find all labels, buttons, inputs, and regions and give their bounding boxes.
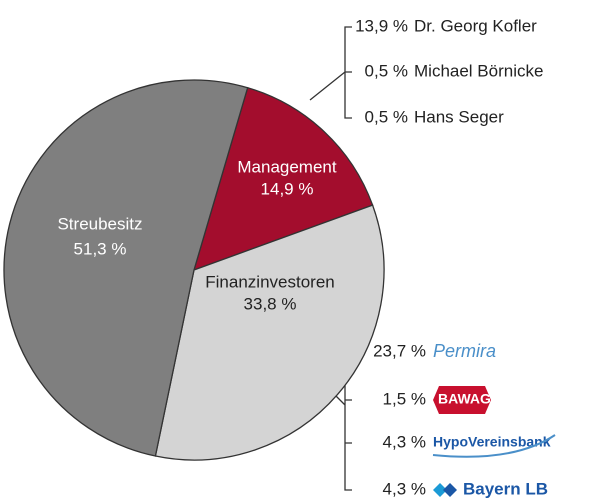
breakdown-value: 4,3 % <box>383 432 426 451</box>
slice-label: Management <box>237 157 337 176</box>
logo-name: BAWAG <box>438 391 491 407</box>
breakdown-value: 23,7 % <box>373 341 426 360</box>
breakdown-value: 1,5 % <box>383 389 426 408</box>
logo-name: Permira <box>433 341 496 361</box>
breakdown-name: Hans Seger <box>414 107 504 126</box>
breakdown-value: 4,3 % <box>383 479 426 498</box>
slice-label: Finanzinvestoren <box>205 272 334 291</box>
breakdown-name: Dr. Georg Kofler <box>414 16 537 35</box>
bracket <box>329 351 352 491</box>
logo-name: Bayern LB <box>463 479 548 498</box>
logo-shape <box>443 483 457 497</box>
bracket <box>309 26 352 119</box>
logo-shape <box>433 386 491 414</box>
logo-name: HypoVereinsbank <box>433 434 551 450</box>
slice-value: 33,8 % <box>244 294 297 313</box>
logo-shape <box>432 434 556 458</box>
slice-label: Streubesitz <box>57 214 142 233</box>
slice-value: 51,3 % <box>74 239 127 258</box>
pie-slice <box>154 204 385 461</box>
slice-value: 14,9 % <box>261 179 314 198</box>
pie-slice <box>3 79 249 457</box>
breakdown-value: 0,5 % <box>365 107 408 126</box>
pie-slice <box>193 86 374 272</box>
logo-shape <box>433 483 447 497</box>
breakdown-name: Michael Börnicke <box>414 61 543 80</box>
breakdown-value: 0,5 % <box>365 61 408 80</box>
breakdown-value: 13,9 % <box>355 16 408 35</box>
